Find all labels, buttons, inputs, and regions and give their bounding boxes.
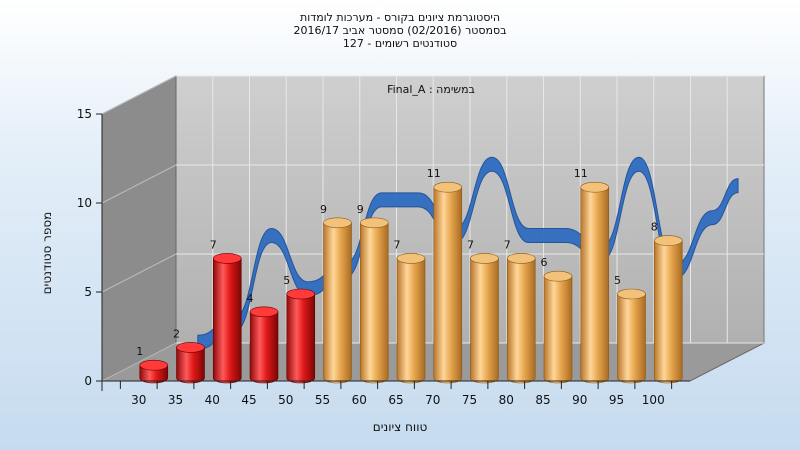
side-gridline bbox=[101, 253, 177, 293]
bar-body bbox=[433, 186, 463, 384]
bar-95: 5 bbox=[614, 274, 646, 384]
bar-45: 4 bbox=[247, 292, 279, 384]
bar-body bbox=[176, 347, 205, 384]
x-tick-label: 45 bbox=[241, 393, 256, 407]
bar-body bbox=[617, 293, 646, 384]
bar-70: 11 bbox=[427, 167, 463, 384]
bar-top bbox=[580, 181, 610, 193]
bar-body bbox=[359, 222, 389, 384]
bar-value-label: 11 bbox=[574, 167, 588, 180]
bar-top bbox=[359, 217, 389, 229]
bar-value-label: 5 bbox=[614, 274, 621, 287]
x-tick-label: 60 bbox=[352, 393, 367, 407]
bar-top bbox=[506, 253, 536, 264]
bar-value-label: 7 bbox=[504, 238, 511, 251]
bar-value-label: 7 bbox=[394, 238, 401, 251]
chart-title-line-3: סטודנטים רשומים - 127 bbox=[342, 37, 458, 50]
bar-85: 6 bbox=[541, 256, 573, 384]
x-tick-label: 70 bbox=[425, 393, 440, 407]
bar-65: 7 bbox=[394, 238, 426, 384]
bar-75: 7 bbox=[467, 238, 499, 384]
x-tick-label: 90 bbox=[572, 393, 587, 407]
series-ribbon bbox=[197, 156, 739, 350]
bar-top bbox=[212, 253, 242, 264]
bar-100: 8 bbox=[651, 221, 683, 384]
bar-30: 1 bbox=[136, 345, 169, 384]
bar-50: 5 bbox=[283, 274, 316, 384]
y-axis-title: מספר סטודנטים bbox=[40, 211, 54, 295]
x-tick-label: 100 bbox=[642, 393, 665, 407]
bar-top bbox=[653, 235, 683, 246]
bar-value-label: 9 bbox=[357, 203, 364, 216]
bar-top bbox=[176, 342, 205, 353]
y-tick-label: 5 bbox=[84, 285, 92, 299]
bar-body bbox=[249, 311, 279, 384]
bar-body bbox=[653, 240, 683, 384]
bar-top bbox=[396, 253, 426, 264]
bar-top bbox=[249, 306, 279, 318]
bar-top bbox=[617, 288, 646, 300]
side-wall bbox=[101, 75, 177, 382]
bar-body bbox=[286, 293, 316, 384]
x-tick-label: 80 bbox=[499, 393, 514, 407]
bar-body bbox=[543, 275, 573, 384]
y-tick-label: 0 bbox=[84, 374, 92, 388]
x-tick-label: 35 bbox=[168, 393, 183, 407]
bar-body bbox=[212, 258, 242, 384]
bar-value-label: 1 bbox=[136, 345, 143, 358]
side-gridline bbox=[101, 342, 177, 382]
x-tick-label: 75 bbox=[462, 393, 477, 407]
bar-value-label: 6 bbox=[541, 256, 548, 269]
bar-value-label: 7 bbox=[467, 238, 474, 251]
x-axis-title: טווח ציונים bbox=[372, 420, 428, 434]
x-tick-label: 85 bbox=[535, 393, 550, 407]
bar-top bbox=[323, 217, 352, 229]
bar-value-label: 9 bbox=[320, 203, 327, 216]
bar-top bbox=[139, 359, 169, 371]
bar-body bbox=[470, 258, 499, 384]
bar-60: 9 bbox=[357, 203, 389, 384]
bar-55: 9 bbox=[320, 203, 352, 384]
bar-value-label: 11 bbox=[427, 167, 441, 180]
x-tick-label: 40 bbox=[205, 393, 220, 407]
x-tick-label: 50 bbox=[278, 393, 293, 407]
bar-top bbox=[286, 288, 316, 300]
x-tick-label: 95 bbox=[609, 393, 624, 407]
bar-40: 7 bbox=[210, 238, 242, 384]
bar-value-label: 4 bbox=[247, 292, 254, 305]
side-gridline bbox=[101, 164, 177, 204]
chart-title-line-1: היסטוגרמת ציונים בקורס - מערכות לומדות bbox=[299, 11, 501, 24]
bar-body bbox=[506, 258, 536, 384]
bar-value-label: 5 bbox=[283, 274, 290, 287]
x-tick-label: 55 bbox=[315, 393, 330, 407]
bar-top bbox=[433, 181, 463, 193]
x-tick-label: 65 bbox=[388, 393, 403, 407]
bar-35: 2 bbox=[173, 327, 205, 384]
y-tick-label: 10 bbox=[77, 196, 92, 210]
series-label: במשימה : Final_A bbox=[387, 83, 475, 96]
side-gridline bbox=[101, 75, 177, 115]
y-tick-label: 15 bbox=[77, 107, 92, 121]
bar-value-label: 2 bbox=[173, 327, 180, 340]
bar-80: 7 bbox=[504, 238, 536, 384]
bar-body bbox=[396, 258, 426, 384]
bar-value-label: 7 bbox=[210, 238, 217, 251]
bar-90: 11 bbox=[574, 167, 610, 384]
bar-top bbox=[543, 270, 573, 282]
x-tick-label: 30 bbox=[131, 393, 146, 407]
chart-title-line-2: בסמסטר (02/2016) סמסטר אביב 2016/17 bbox=[293, 24, 507, 37]
bar-body bbox=[580, 186, 610, 384]
bar-top bbox=[470, 253, 499, 264]
bar-value-label: 8 bbox=[651, 221, 658, 234]
bar-body bbox=[323, 222, 352, 384]
